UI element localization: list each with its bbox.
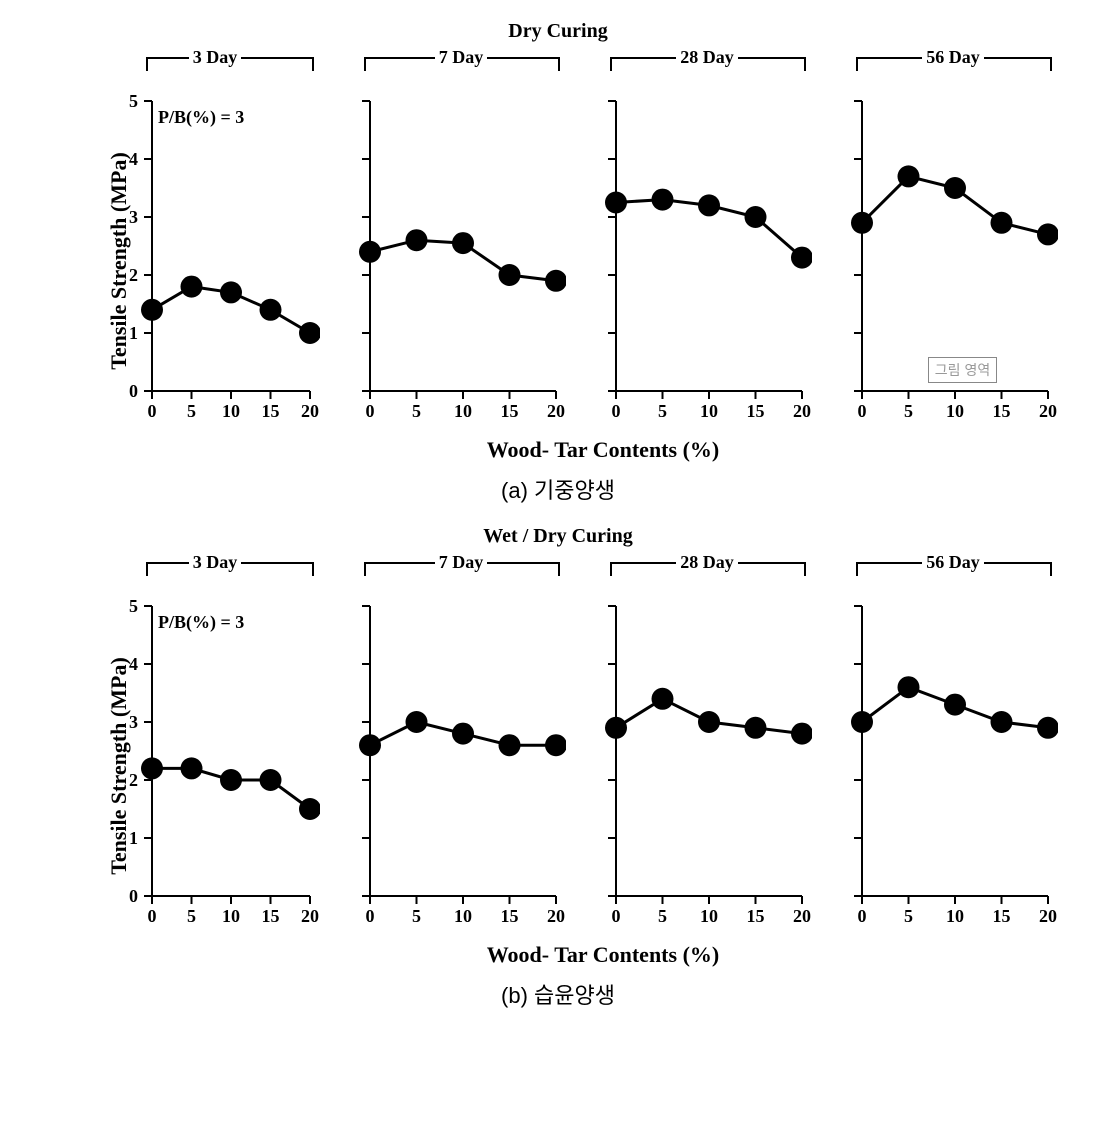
svg-text:2: 2 — [129, 265, 138, 285]
x-axis-label: Wood- Tar Contents (%) — [110, 437, 1096, 463]
chart-panel: 0 5 10 15 20 — [356, 596, 566, 936]
chart-panel: 0 1 2 3 4 5 0 5 10 15 20 — [110, 596, 320, 936]
inset-box-annotation: 그림 영역 — [928, 357, 997, 383]
svg-text:15: 15 — [993, 906, 1011, 926]
svg-text:10: 10 — [222, 906, 240, 926]
svg-text:0: 0 — [129, 381, 138, 401]
svg-text:5: 5 — [658, 906, 667, 926]
svg-text:5: 5 — [412, 401, 421, 421]
svg-text:5: 5 — [412, 906, 421, 926]
svg-text:5: 5 — [129, 596, 138, 616]
svg-text:10: 10 — [946, 906, 964, 926]
svg-text:0: 0 — [148, 906, 157, 926]
svg-text:0: 0 — [129, 886, 138, 906]
svg-text:15: 15 — [993, 401, 1011, 421]
figure-top-title: Dry Curing — [20, 20, 1096, 43]
svg-text:1: 1 — [129, 828, 138, 848]
panel-label: 56 Day — [922, 47, 984, 67]
svg-text:10: 10 — [454, 401, 472, 421]
svg-text:15: 15 — [747, 906, 765, 926]
svg-text:10: 10 — [222, 401, 240, 421]
svg-text:0: 0 — [148, 401, 157, 421]
panel-brackets: 3 Day 7 Day 28 Day 56 Day — [110, 47, 1096, 91]
chart-panel: 0 5 10 15 20 — [356, 91, 566, 431]
pb-annotation: P/B(%) = 3 — [158, 107, 244, 128]
svg-text:20: 20 — [1039, 401, 1057, 421]
svg-text:5: 5 — [129, 91, 138, 111]
svg-text:20: 20 — [301, 906, 319, 926]
figure-caption: (b) 습윤양생 — [20, 978, 1096, 1010]
chart-panel: 0 5 10 15 20 — [602, 596, 812, 936]
svg-text:0: 0 — [612, 401, 621, 421]
svg-text:15: 15 — [262, 401, 280, 421]
svg-text:15: 15 — [501, 906, 519, 926]
panel-label: 3 Day — [189, 552, 242, 572]
panel-label: 7 Day — [435, 47, 488, 67]
chart-panel: 0 5 10 15 20 — [848, 596, 1058, 936]
plot-area: Tensile Strength (MPa)01234505101520P/B(… — [20, 596, 1096, 936]
svg-text:10: 10 — [454, 906, 472, 926]
panel-label: 28 Day — [676, 552, 738, 572]
chart-panel: 0 5 10 15 20 — [602, 91, 812, 431]
svg-text:20: 20 — [793, 401, 811, 421]
svg-text:5: 5 — [187, 906, 196, 926]
svg-text:3: 3 — [129, 207, 138, 227]
svg-text:10: 10 — [946, 401, 964, 421]
svg-text:5: 5 — [658, 401, 667, 421]
svg-text:2: 2 — [129, 770, 138, 790]
svg-text:3: 3 — [129, 712, 138, 732]
figure-dry: Dry Curing3 Day7 Day28 Day56 DayTensile … — [20, 20, 1096, 505]
figure-top-title: Wet / Dry Curing — [20, 525, 1096, 548]
svg-text:20: 20 — [301, 401, 319, 421]
panel-label: 3 Day — [189, 47, 242, 67]
svg-text:0: 0 — [612, 906, 621, 926]
panel-label: 28 Day — [676, 47, 738, 67]
svg-text:10: 10 — [700, 906, 718, 926]
chart-panel: 0 1 2 3 4 5 0 5 10 15 20 — [110, 91, 320, 431]
svg-text:4: 4 — [129, 654, 138, 674]
svg-text:0: 0 — [366, 906, 375, 926]
svg-text:15: 15 — [262, 906, 280, 926]
svg-text:0: 0 — [858, 401, 867, 421]
svg-text:20: 20 — [1039, 906, 1057, 926]
panel-label: 7 Day — [435, 552, 488, 572]
svg-text:10: 10 — [700, 401, 718, 421]
figure-caption: (a) 기중양생 — [20, 473, 1096, 505]
svg-text:5: 5 — [904, 401, 913, 421]
pb-annotation: P/B(%) = 3 — [158, 612, 244, 633]
x-axis-label: Wood- Tar Contents (%) — [110, 942, 1096, 968]
panel-label: 56 Day — [922, 552, 984, 572]
panel-brackets: 3 Day 7 Day 28 Day 56 Day — [110, 552, 1096, 596]
svg-text:20: 20 — [547, 906, 565, 926]
figure-wet: Wet / Dry Curing3 Day7 Day28 Day56 DayTe… — [20, 525, 1096, 1010]
svg-text:5: 5 — [904, 906, 913, 926]
svg-text:15: 15 — [501, 401, 519, 421]
svg-text:5: 5 — [187, 401, 196, 421]
svg-text:15: 15 — [747, 401, 765, 421]
svg-text:20: 20 — [793, 906, 811, 926]
svg-text:4: 4 — [129, 149, 138, 169]
svg-text:0: 0 — [858, 906, 867, 926]
svg-text:20: 20 — [547, 401, 565, 421]
svg-text:0: 0 — [366, 401, 375, 421]
plot-area: Tensile Strength (MPa)01234505101520P/B(… — [20, 91, 1096, 431]
svg-text:1: 1 — [129, 323, 138, 343]
